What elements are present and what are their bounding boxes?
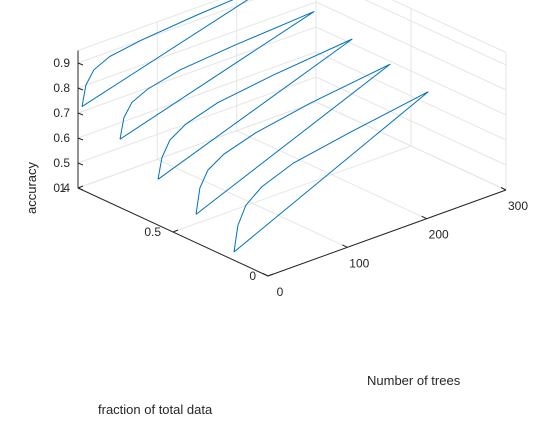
series-line-5 bbox=[81, 0, 249, 108]
y-tick-mark bbox=[267, 273, 274, 277]
z-tick-mark bbox=[77, 137, 84, 141]
x-axis-title: Number of trees bbox=[367, 373, 461, 388]
z-tick-mark bbox=[77, 87, 84, 91]
y-axis-title: fraction of total data bbox=[98, 402, 213, 417]
z-tick-mark bbox=[77, 112, 84, 116]
series-line-4 bbox=[119, 10, 315, 140]
grid-line-back-z bbox=[77, 26, 317, 114]
y-tick-label: 0.5 bbox=[144, 225, 161, 239]
series-group bbox=[81, 0, 429, 253]
tick-labels: 0 100 200 300 0 0.5 10.4 0.5 0.6 0.7 0.8 0.9 bbox=[53, 56, 528, 299]
grid-line-back-z bbox=[77, 1, 317, 89]
z-tick-label: 0.9 bbox=[53, 56, 70, 70]
grid-line-side-z bbox=[315, 51, 507, 141]
grid-line-back-z bbox=[77, 51, 317, 139]
z-tick-label: 0.8 bbox=[53, 81, 70, 95]
series-line-3 bbox=[157, 38, 353, 180]
grid-line-side-z bbox=[315, 101, 507, 191]
x-tick-mark bbox=[262, 273, 269, 277]
y-tick-label: 0 bbox=[249, 269, 256, 283]
z-tick-mark bbox=[77, 62, 84, 66]
series-line-2 bbox=[195, 63, 391, 215]
y-tick-mark bbox=[172, 229, 179, 233]
grid-line-back-z bbox=[77, 101, 317, 189]
grid-line-side-z bbox=[315, 1, 507, 91]
z-tick-mark bbox=[77, 187, 84, 191]
y-tick-label: 1 bbox=[59, 181, 66, 195]
grid-line-back-z bbox=[77, 0, 254, 64]
x-tick-label: 200 bbox=[429, 228, 449, 242]
grid-line-side-z bbox=[315, 76, 507, 166]
axes bbox=[77, 50, 507, 277]
x-tick-mark bbox=[342, 244, 348, 248]
series-line-1 bbox=[233, 91, 429, 253]
grid bbox=[77, 0, 507, 277]
x-tick-mark bbox=[500, 187, 507, 191]
z-tick-label: 0.6 bbox=[53, 131, 70, 145]
box-edge bbox=[391, 0, 507, 53]
y-tick-mark bbox=[77, 185, 84, 189]
x-tick-label: 300 bbox=[508, 199, 528, 213]
x-tick-label: 0 bbox=[277, 285, 284, 299]
grid-line-side-z bbox=[315, 26, 507, 116]
z-axis-title: accuracy bbox=[24, 161, 39, 214]
z-tick-label: 0.7 bbox=[53, 106, 70, 120]
box-edge bbox=[77, 0, 220, 51]
x-tick-label: 100 bbox=[349, 256, 369, 270]
x-tick-mark bbox=[421, 215, 427, 220]
z-tick-mark bbox=[77, 162, 84, 166]
z-tick-label: 0.5 bbox=[53, 156, 70, 170]
grid-line-side-z bbox=[364, 0, 507, 66]
grid-line-back-z bbox=[77, 76, 317, 164]
x-axis-line bbox=[267, 189, 507, 277]
grid-line-floor-y bbox=[172, 145, 412, 233]
z-tick-label: 0.4 bbox=[53, 181, 70, 195]
